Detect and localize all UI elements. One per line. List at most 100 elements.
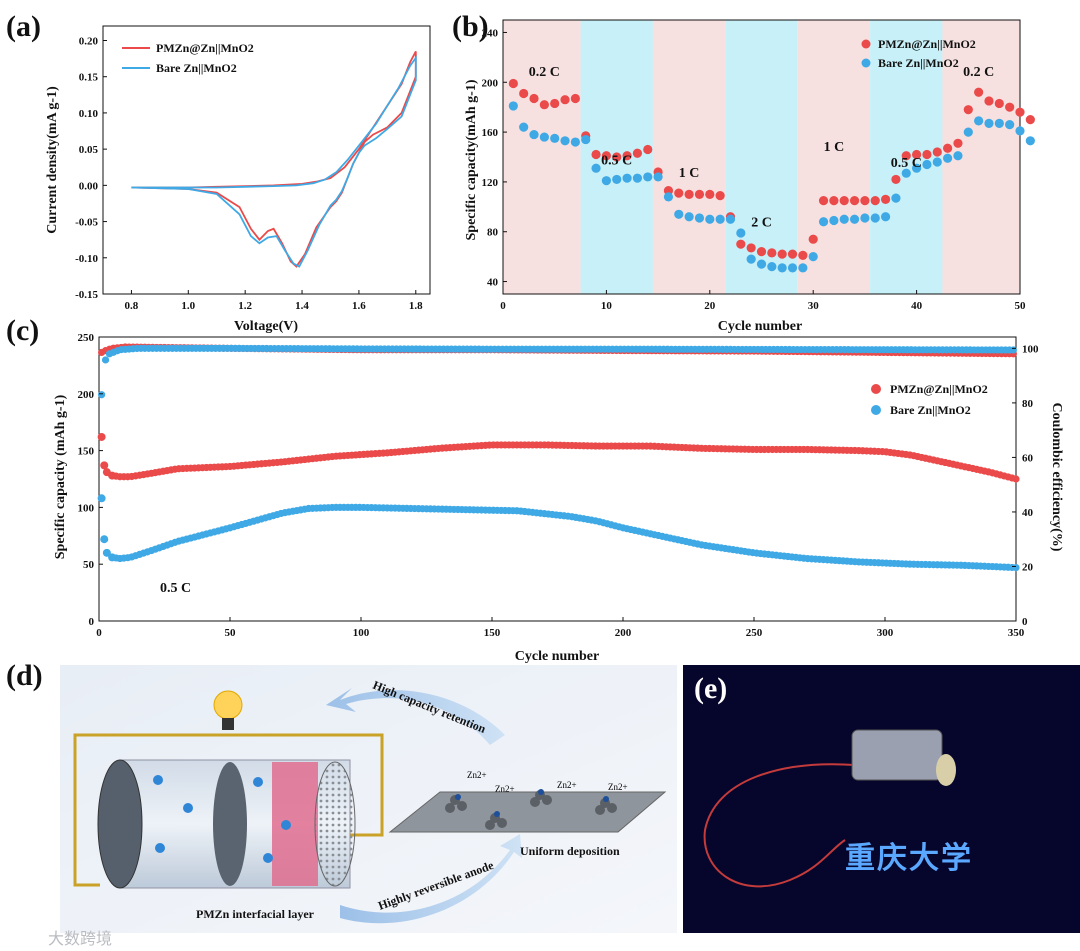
rate-point-pmzn xyxy=(808,234,818,244)
led-photo: (e) 重庆大学 xyxy=(683,665,1080,933)
rate-legend-pmzn: PMZn@Zn||MnO2 xyxy=(878,37,976,51)
rate-point-bare xyxy=(818,217,829,227)
rate-point-bare xyxy=(953,151,963,161)
rate-point-bare xyxy=(653,172,663,182)
rate-point-pmzn xyxy=(787,249,798,259)
rate-point-bare xyxy=(622,173,632,183)
zn-ion-label-3: Zn2+ xyxy=(557,780,577,790)
rate-point-bare xyxy=(570,137,580,147)
rate-point-bare xyxy=(591,163,601,173)
rate-point-pmzn xyxy=(767,248,777,258)
rate-point-pmzn xyxy=(912,149,922,160)
cv-y-tick-label: -0.15 xyxy=(75,289,98,301)
rate-point-pmzn xyxy=(632,148,643,158)
rate-point-bare xyxy=(901,168,911,178)
rate-point-bare xyxy=(612,174,622,185)
ce-point-bare xyxy=(101,356,110,364)
panel-label-b: (b) xyxy=(452,10,489,43)
panel-label-e: (e) xyxy=(694,672,727,705)
rate-point-bare xyxy=(943,153,953,163)
rate-point-bare xyxy=(674,209,684,219)
cycling-rate-annotation: 0.5 C xyxy=(160,581,191,596)
cv-plot-frame xyxy=(102,25,431,295)
rate-point-bare xyxy=(715,214,725,224)
rate-point-pmzn xyxy=(777,249,787,259)
cycling-x-tick-label: 350 xyxy=(1008,627,1025,639)
rate-point-bare xyxy=(736,228,746,238)
rate-point-bare xyxy=(787,263,798,273)
rate-y-tick-label: 160 xyxy=(482,127,499,139)
rate-point-bare xyxy=(994,118,1004,128)
cycling-legend-marker-red xyxy=(871,384,881,394)
rate-point-pmzn xyxy=(519,88,529,99)
capacity-point-bare xyxy=(102,548,111,557)
rate-point-bare xyxy=(984,118,994,128)
cv-x-tick-label: 1.0 xyxy=(181,300,195,312)
bulb-socket xyxy=(222,718,234,730)
rate-point-pmzn xyxy=(798,250,808,260)
rate-point-pmzn xyxy=(622,151,632,161)
cycling-legend: PMZn@Zn||MnO2 Bare Zn||MnO2 xyxy=(871,382,988,417)
rate-x-axis-title: Cycle number xyxy=(718,319,802,334)
rate-point-bare xyxy=(860,213,870,223)
rate-legend-marker-blue xyxy=(861,58,871,68)
capacity-point-bare xyxy=(1012,564,1020,572)
cv-y-tick-label: -0.10 xyxy=(75,253,98,265)
interfacial-layer-label: PMZn interfacial layer xyxy=(196,907,315,921)
cycling-y-axis-title: Specific capacity (mAh g-1) xyxy=(53,394,68,559)
capacity-point-bare xyxy=(100,535,109,544)
rate-band xyxy=(503,20,581,294)
cycling-y2-axis-title: Coulombic efficiency(%) xyxy=(1049,403,1064,552)
rate-point-pmzn xyxy=(953,138,963,148)
cv-y-tick-label: 0.15 xyxy=(79,72,99,84)
cycling-x-tick-label: 300 xyxy=(877,627,894,639)
zn-ion-label-4: Zn2+ xyxy=(608,782,628,792)
capacity-point-pmzn xyxy=(97,432,106,441)
cycling-x-tick-label: 100 xyxy=(353,627,370,639)
rate-label: 0.2 C xyxy=(963,65,994,80)
rate-point-pmzn xyxy=(870,195,880,206)
cycling-y-tick-label: 50 xyxy=(83,559,95,571)
rate-point-pmzn xyxy=(601,151,612,161)
rate-point-bare xyxy=(891,193,901,203)
separator-disc xyxy=(213,762,247,886)
cycling-y-tick-label: 150 xyxy=(78,446,95,458)
cv-x-tick-label: 1.8 xyxy=(409,300,423,312)
rate-x-tick-label: 50 xyxy=(1015,300,1027,312)
rate-point-bare xyxy=(798,263,808,273)
rate-point-pmzn xyxy=(974,87,984,97)
rate-point-pmzn xyxy=(984,96,994,106)
cycling-x-tick-label: 0 xyxy=(96,627,102,639)
rate-point-bare xyxy=(581,134,591,145)
rate-point-pmzn xyxy=(746,243,756,253)
rate-point-bare xyxy=(922,159,932,170)
rate-point-pmzn xyxy=(612,152,622,162)
rate-y-tick-label: 40 xyxy=(487,277,499,289)
circuit-wire xyxy=(73,733,384,887)
panel-label-c: (c) xyxy=(6,314,39,347)
rate-y-tick-label: 200 xyxy=(482,77,499,89)
rate-point-pmzn xyxy=(994,98,1004,109)
cv-x-tick-label: 1.6 xyxy=(352,300,366,312)
photo-background xyxy=(683,665,1080,933)
device-bulb xyxy=(936,754,956,786)
arrow-top xyxy=(326,688,505,745)
rate-point-bare xyxy=(756,259,767,269)
arrow-bottom xyxy=(340,834,522,924)
rate-label: 2 C xyxy=(751,216,772,231)
cycling-y2-tick-label: 0 xyxy=(1022,616,1028,628)
cycling-y2-tick-label: 20 xyxy=(1022,561,1034,573)
rate-point-bare xyxy=(643,172,653,182)
rate-point-bare xyxy=(808,252,818,262)
rate-point-pmzn xyxy=(674,188,684,198)
rate-point-pmzn xyxy=(736,239,746,249)
rate-point-pmzn xyxy=(922,149,932,160)
rate-point-bare xyxy=(1005,120,1015,130)
rate-point-pmzn xyxy=(839,195,849,206)
pouch-cell-device xyxy=(851,729,943,781)
rate-plot-frame xyxy=(502,19,1021,295)
rate-point-pmzn xyxy=(756,247,767,257)
rate-y-tick-label: 120 xyxy=(482,177,499,189)
rate-label: 0.2 C xyxy=(529,65,560,80)
